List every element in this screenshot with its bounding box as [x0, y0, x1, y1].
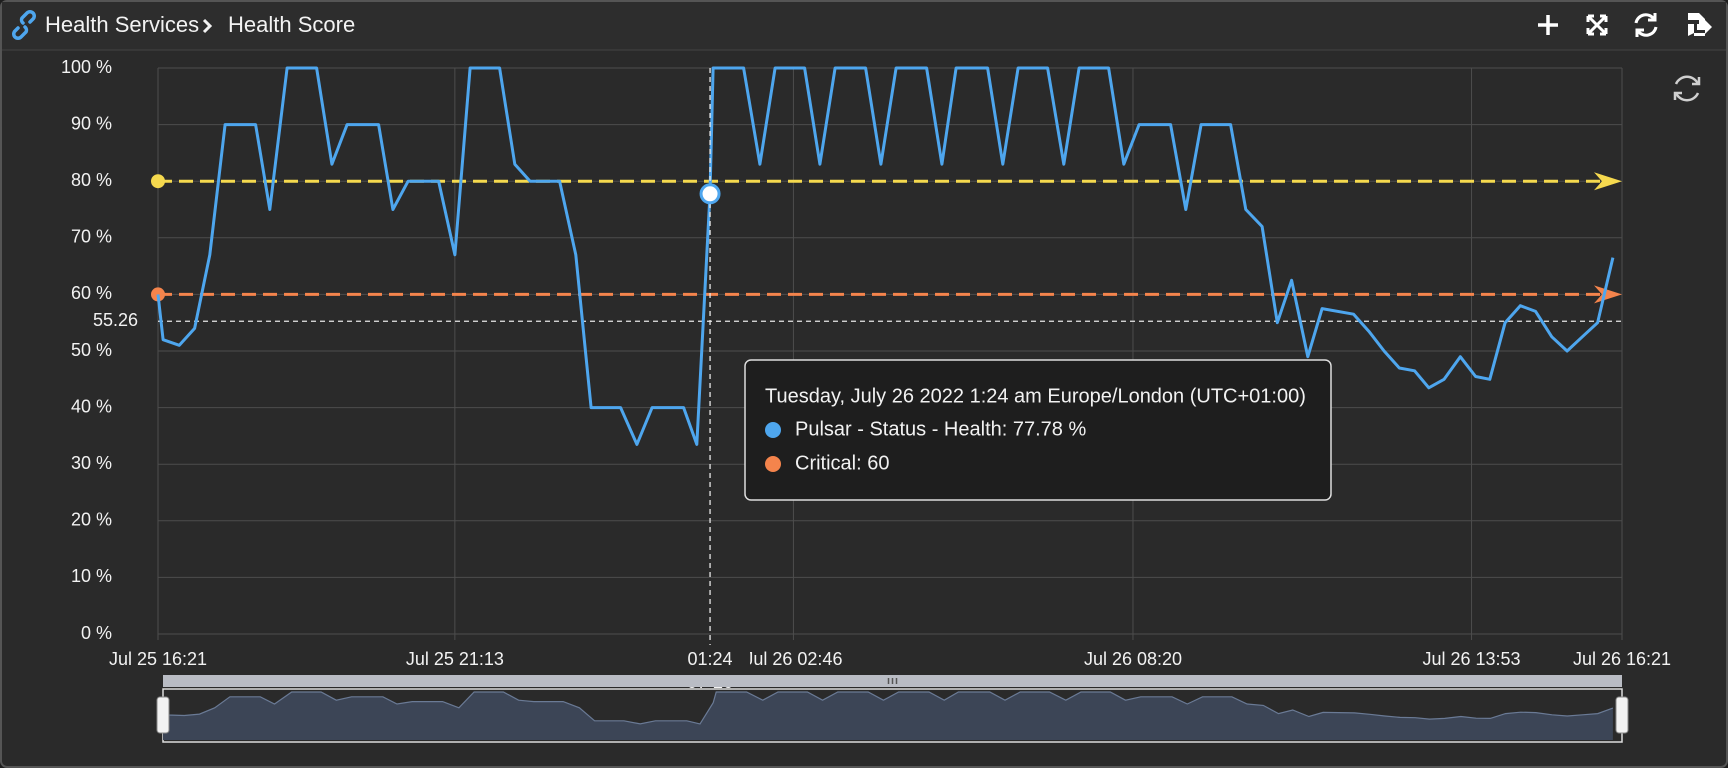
x-tick-label: Jul 26 02:46 [744, 649, 842, 669]
series-line [156, 66, 1615, 446]
y-tick-label: 100 % [61, 57, 112, 77]
y-tick-label: 20 % [71, 510, 112, 530]
navigator-handle[interactable] [1615, 696, 1629, 734]
x-tick-label: Jul 26 16:21 [1573, 649, 1671, 669]
hover-point [699, 183, 721, 205]
refresh-icon[interactable] [1634, 13, 1658, 37]
reference-label: 55.26 [93, 310, 138, 330]
fullscreen-icon[interactable] [1586, 14, 1608, 36]
crosshair-label: 01:24 [688, 649, 733, 669]
y-tick-label: 50 % [71, 340, 112, 360]
breadcrumb-item: Health Score [228, 12, 355, 37]
header-bar [2, 2, 1726, 50]
tooltip-dot [765, 422, 781, 438]
y-tick-label: 60 % [71, 283, 112, 303]
x-tick-label: Jul 26 08:20 [1084, 649, 1182, 669]
tooltip [744, 359, 1332, 501]
link-icon[interactable] [12, 10, 36, 40]
y-tick-label: 40 % [71, 396, 112, 416]
x-tick-label: Jul 25 16:21 [109, 649, 207, 669]
x-tick-label: Jul 25 21:13 [406, 649, 504, 669]
y-tick-label: 30 % [71, 453, 112, 473]
y-tick-label: 90 % [71, 113, 112, 133]
breadcrumb-item[interactable]: Health Services [45, 12, 199, 37]
tooltip-dot [765, 456, 781, 472]
y-tick-label: 0 % [81, 623, 112, 643]
reset-zoom-icon[interactable] [1673, 75, 1701, 102]
add-icon[interactable] [1538, 15, 1558, 35]
y-tick-label: 70 % [71, 227, 112, 247]
threshold-start [151, 174, 165, 189]
x-tick-label: Jul 26 13:53 [1422, 649, 1520, 669]
navigator-area [163, 692, 1613, 740]
export-icon[interactable] [1688, 13, 1712, 36]
breadcrumb-separator [202, 18, 213, 34]
tooltip-entry: Critical: 60 [795, 452, 889, 474]
threshold-arrow [1594, 285, 1622, 304]
scrollbar-grip [887, 678, 898, 684]
y-tick-label: 10 % [71, 566, 112, 586]
y-tick-label: 80 % [71, 170, 112, 190]
navigator-handle[interactable] [156, 696, 170, 734]
threshold-arrow [1594, 172, 1622, 191]
tooltip-title: Tuesday, July 26 2022 1:24 am Europe/Lon… [765, 385, 1306, 407]
tooltip-entry: Pulsar - Status - Health: 77.78 % [795, 418, 1086, 440]
navigator-line [162, 691, 1614, 725]
